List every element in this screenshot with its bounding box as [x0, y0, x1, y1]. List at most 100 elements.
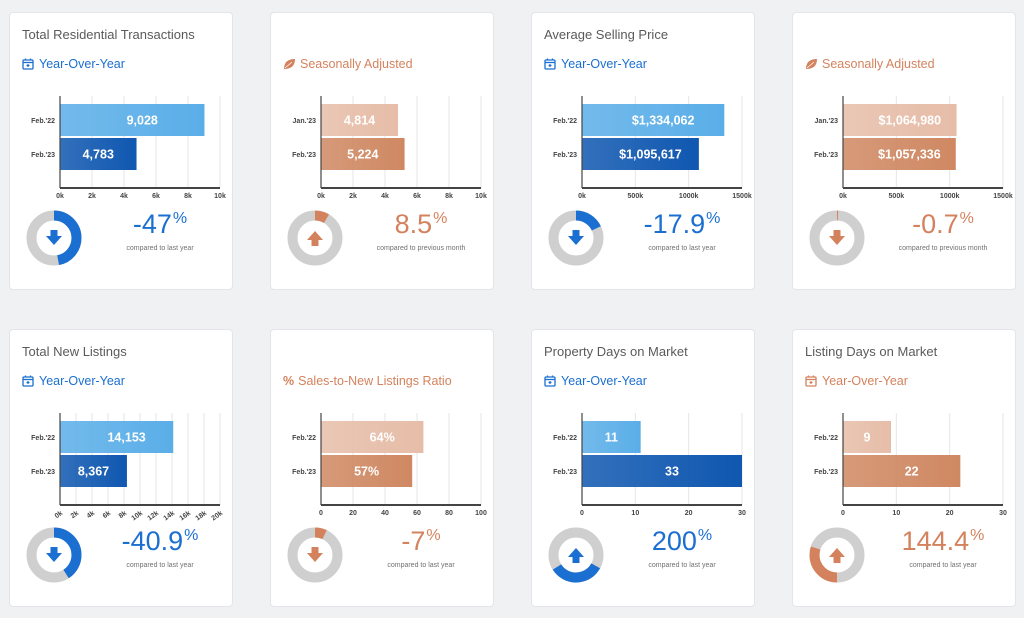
kpi-value: 144.4%: [881, 526, 1005, 557]
bar: [321, 138, 405, 170]
donut-segment: [548, 527, 604, 583]
bar-value-label: $1,095,617: [619, 148, 682, 162]
bar-value-label: 22: [905, 465, 919, 479]
calendar-icon: [22, 58, 34, 70]
kpi-number: -7: [401, 526, 426, 556]
tick-label: 0k: [578, 193, 586, 200]
category-label: Feb.'23: [292, 152, 316, 159]
card-title: Average Selling Price: [544, 27, 669, 42]
arrow-down-icon: [46, 547, 62, 562]
card-subtitle-label: Year-Over-Year: [822, 374, 908, 388]
tick-label: 0: [319, 510, 323, 517]
bar-value-label: 64%: [370, 431, 395, 445]
kpi-number: 144.4: [901, 526, 970, 556]
bar: [321, 104, 399, 136]
card-title: Total Residential Transactions: [22, 27, 195, 42]
bar: [582, 421, 641, 453]
tick-label: 10k: [475, 193, 487, 200]
bar-chart: $1,334,062 Feb.'22 $1,095,617 Feb.'23 0k 500k…: [553, 96, 752, 200]
tick-label: 16k: [179, 510, 193, 522]
kpi-value: -47%: [98, 209, 222, 240]
card-title: Total New Listings: [22, 344, 127, 359]
calendar-icon: [22, 375, 34, 387]
bar: [321, 421, 424, 453]
kpi-unit: %: [959, 210, 974, 227]
card-subtitle: Year-Over-Year: [544, 57, 647, 71]
kpi-value: -7%: [359, 526, 483, 557]
card-subtitle: % Sales-to-New Listings Ratio: [283, 374, 452, 388]
card-subtitle: Year-Over-Year: [22, 57, 125, 71]
card-subtitle: Seasonally Adjusted: [805, 57, 935, 71]
category-label: Jan.'23: [815, 118, 839, 125]
card-title: Property Days on Market: [544, 344, 688, 359]
kpi-note: compared to last year: [909, 562, 977, 569]
kpi-unit: %: [970, 527, 985, 544]
tick-label: 2k: [70, 510, 80, 520]
card-subtitle: Year-Over-Year: [22, 374, 125, 388]
kpi-donut: [809, 527, 865, 583]
bar-value-label: 9,028: [127, 114, 158, 128]
arrow-down-icon: [46, 230, 62, 245]
category-label: Jan.'23: [293, 118, 317, 125]
bar-chart: $1,064,980 Jan.'23 $1,057,336 Feb.'23 0k 500k…: [814, 96, 1013, 200]
kpi-number: 200: [651, 526, 697, 556]
bar: [843, 455, 961, 487]
kpi-number: -40.9: [121, 526, 184, 556]
tick-label: 100: [475, 510, 487, 517]
arrow-down-icon: [829, 230, 845, 245]
kpi-value: 200%: [620, 526, 744, 557]
tick-label: 20: [946, 510, 954, 517]
tick-label: 4k: [86, 510, 96, 520]
bar-chart: 64% Feb.'22 57% Feb.'23 0 20 40 60 80 100: [292, 413, 487, 517]
calendar-icon: [805, 375, 817, 387]
category-label: Feb.'23: [553, 152, 577, 159]
category-label: Feb.'22: [553, 435, 577, 442]
bar: [321, 455, 413, 487]
bar-chart: 9,028 Feb.'22 4,783 Feb.'23 0k 2k 4k 6k 8k 10k: [31, 96, 226, 200]
metric-card: Total New Listings Year-Over-Year 14,153 Fe…: [9, 329, 233, 607]
leaf-icon: [284, 59, 295, 69]
tick-label: 20k: [211, 510, 225, 522]
arrow-down-icon: [568, 230, 584, 245]
category-label: Feb.'22: [292, 435, 316, 442]
arrow-up-icon: [568, 548, 584, 563]
kpi-donut: [26, 527, 82, 583]
tick-label: 60: [413, 510, 421, 517]
tick-label: 10: [631, 510, 639, 517]
category-label: Feb.'23: [31, 152, 55, 159]
tick-label: 0k: [317, 193, 325, 200]
bar-value-label: 14,153: [107, 431, 145, 445]
metric-card: Property Days on Market Year-Over-Year 11 F…: [531, 329, 755, 607]
kpi-value: -40.9%: [98, 526, 222, 557]
bar-value-label: $1,057,336: [878, 148, 941, 162]
tick-label: 10k: [131, 510, 145, 522]
bar: [843, 421, 891, 453]
card-subtitle: Year-Over-Year: [805, 374, 908, 388]
metric-card: Seasonally Adjusted 4,814 Jan.'23 5,224 Feb.…: [270, 12, 494, 290]
donut-segment: [809, 527, 865, 583]
calendar-icon: [544, 58, 556, 70]
arrow-up-icon: [307, 231, 323, 246]
kpi-note: compared to last year: [648, 245, 716, 252]
bar-chart: 4,814 Jan.'23 5,224 Feb.'23 0k 2k 4k 6k 8k 10k: [292, 96, 487, 200]
percent-icon: %: [283, 374, 295, 388]
tick-label: 18k: [195, 510, 209, 522]
tick-label: 500k: [628, 193, 644, 200]
card-subtitle: Seasonally Adjusted: [283, 57, 413, 71]
tick-label: 1000k: [679, 193, 699, 200]
category-label: Feb.'23: [292, 469, 316, 476]
bar-value-label: 9: [864, 431, 871, 445]
tick-label: 0k: [54, 510, 64, 520]
kpi-donut: [809, 210, 865, 266]
tick-label: 80: [445, 510, 453, 517]
bar-value-label: 11: [605, 431, 618, 445]
kpi-unit: %: [172, 210, 188, 227]
kpi-number: 8.5: [394, 209, 433, 239]
kpi-value: 8.5%: [359, 209, 483, 240]
kpi-note: compared to last year: [126, 562, 194, 569]
tick-label: 6k: [152, 193, 160, 200]
bar-chart: 14,153 Feb.'22 8,367 Feb.'23 0k 2k 4k 6k 8k 10k 12…: [31, 413, 225, 522]
tick-label: 8k: [445, 193, 453, 200]
kpi-note: compared to last year: [387, 562, 455, 569]
category-label: Feb.'23: [814, 152, 838, 159]
